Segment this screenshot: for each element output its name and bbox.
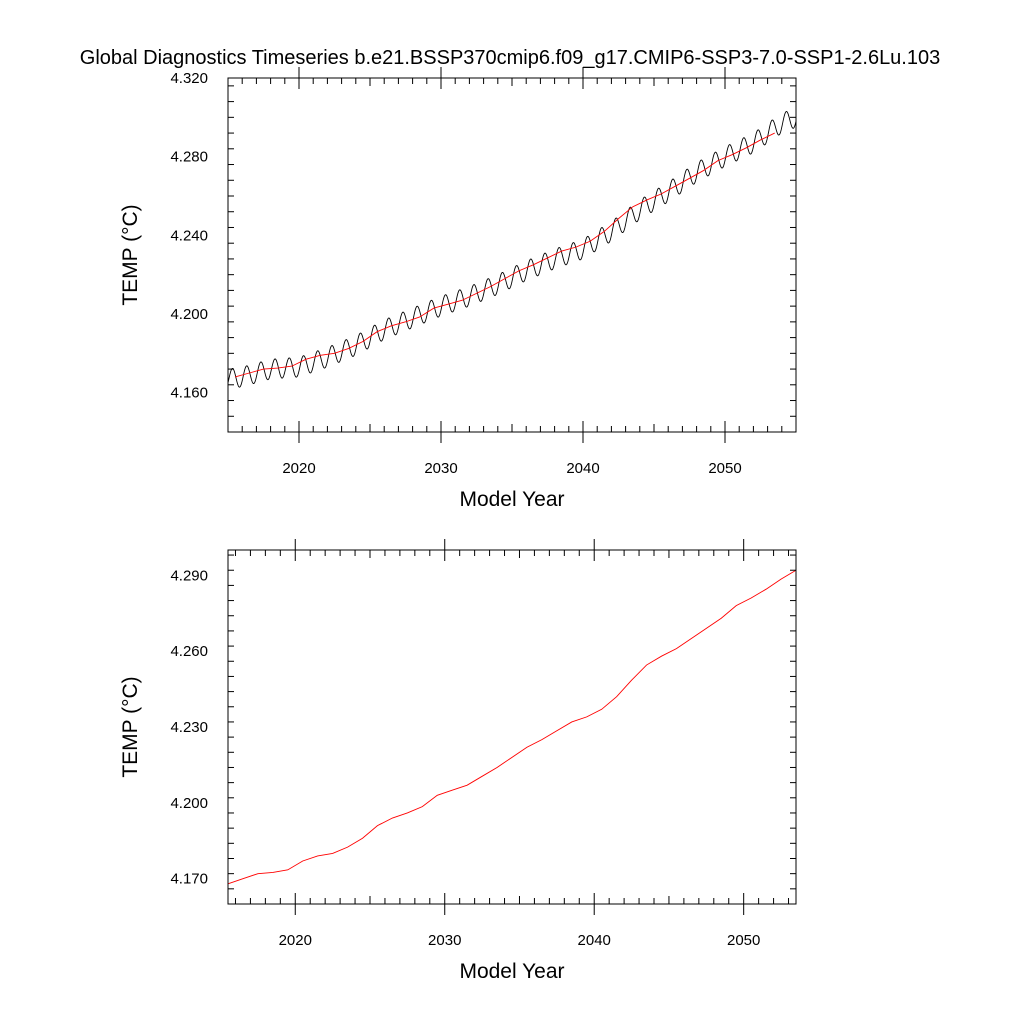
smoothed-series-line	[234, 132, 775, 378]
bottom-plot-frame	[227, 549, 797, 905]
y-tick-label: 4.240	[170, 227, 208, 244]
y-tick-label: 4.160	[170, 385, 208, 402]
bottom-y-axis-label: TEMP (°C)	[119, 676, 142, 777]
x-tick-label: 2040	[578, 932, 611, 949]
top-panel: 2020 2030 2040 2050 4.160 4.200 4.240 4.280 4.32…	[119, 67, 797, 511]
x-tick-label: 2050	[708, 460, 741, 477]
top-x-axis-label: Model Year	[459, 488, 564, 511]
bottom-panel: 2020 2030 2040 2050 4.170 4.200 4.230 4.260 4.29…	[119, 539, 797, 983]
y-tick-label: 4.260	[170, 643, 208, 660]
top-tick-labels: 2020 2030 2040 2050 4.160 4.200 4.240 4.280 4.32…	[170, 70, 741, 477]
figure-title: Global Diagnostics Timeseries b.e21.BSSP…	[80, 47, 940, 69]
bottom-x-axis-label: Model Year	[459, 960, 564, 983]
bottom-tick-labels: 2020 2030 2040 2050 4.170 4.200 4.230 4.260 4.29…	[170, 567, 760, 949]
x-tick-label: 2020	[282, 460, 315, 477]
y-tick-label: 4.320	[170, 70, 208, 87]
y-tick-label: 4.280	[170, 149, 208, 166]
y-tick-label: 4.200	[170, 306, 208, 323]
bottom-series-layer	[227, 569, 797, 885]
x-tick-label: 2040	[566, 460, 599, 477]
top-y-axis-label: TEMP (°C)	[119, 204, 142, 305]
top-series-layer	[227, 111, 797, 388]
y-tick-label: 4.200	[170, 795, 208, 812]
x-tick-label: 2020	[279, 932, 312, 949]
x-tick-label: 2030	[424, 460, 457, 477]
y-tick-label: 4.170	[170, 871, 208, 888]
x-tick-label: 2050	[727, 932, 760, 949]
raw-series-line	[227, 111, 797, 388]
top-plot-frame	[227, 77, 797, 433]
y-tick-label: 4.230	[170, 719, 208, 736]
top-ticks-layer	[227, 67, 797, 443]
x-tick-label: 2030	[428, 932, 461, 949]
y-tick-label: 4.290	[170, 567, 208, 584]
bottom-ticks-layer	[228, 539, 796, 915]
smoothed-series-line	[227, 569, 797, 885]
